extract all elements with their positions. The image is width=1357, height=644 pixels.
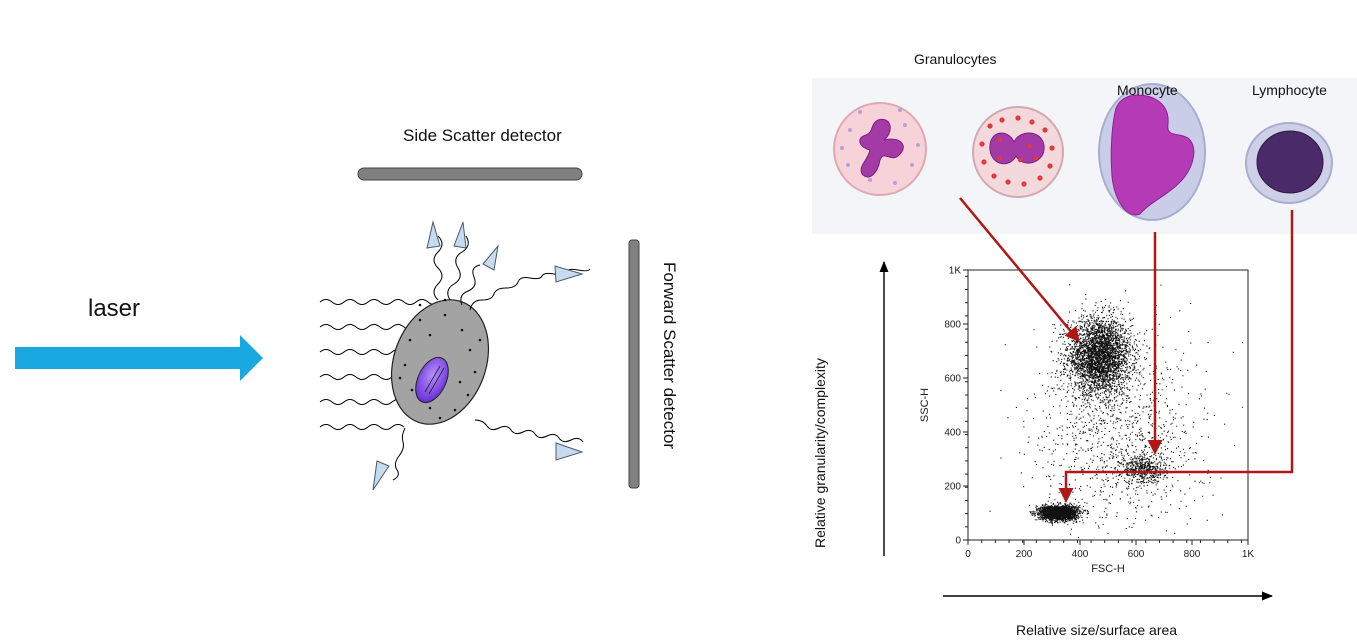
scatter-plot: 0 200 400 600 800 1K 0 200 400 600 800 1K FSC-H SSC… <box>919 266 1254 576</box>
y-axis-title: SSC-H <box>919 388 931 422</box>
x-axis-title: FSC-H <box>1091 563 1125 575</box>
x-tick-label: 1K <box>1242 549 1255 560</box>
granulocyte-connector <box>959 197 1080 343</box>
scatter-points <box>989 284 1244 538</box>
y-tick-label: 400 <box>944 428 961 439</box>
y-tick-label: 600 <box>944 374 961 385</box>
scatter-cluster-granulocytes <box>1036 290 1157 437</box>
lymphocyte-cell-icon <box>1245 122 1333 204</box>
scattering-cell <box>390 298 490 425</box>
x-axis-label: Relative size/surface area <box>1016 622 1178 638</box>
x-tick-label: 400 <box>1072 549 1089 560</box>
population-connectors <box>959 197 1294 503</box>
y-tick-label: 1K <box>949 266 962 277</box>
laser-label: laser <box>88 295 141 322</box>
y-tick-label: 200 <box>944 482 961 493</box>
y-tick-label: 0 <box>955 536 961 547</box>
plot-frame <box>967 269 1249 541</box>
lymphocyte-label: Lymphocyte <box>1252 82 1327 98</box>
x-tick-label: 200 <box>1016 549 1033 560</box>
forward-scatter-detector <box>628 239 640 489</box>
eosinophil-cell-icon <box>972 106 1064 198</box>
x-tick-label: 800 <box>1184 549 1201 560</box>
granulocytes-label: Granulocytes <box>914 51 997 67</box>
side-scatter-detector <box>357 167 583 181</box>
lymphocyte-connector <box>1058 210 1294 503</box>
x-tick-label: 600 <box>1128 549 1145 560</box>
scatter-ray-arrowheads <box>372 220 584 491</box>
monocyte-cell-icon <box>1098 83 1206 221</box>
x-tick-label: 0 <box>965 549 971 560</box>
side-scatter-label: Side Scatter detector <box>403 126 562 145</box>
y-axis-label: Relative granularity/complexity <box>812 358 828 548</box>
monocyte-label: Monocyte <box>1117 82 1178 98</box>
laser-arrow <box>15 335 263 381</box>
scatter-cluster-lymphocyte <box>1029 499 1090 526</box>
y-tick-label: 800 <box>944 320 961 331</box>
forward-scatter-label: Forward Scatter detector <box>660 262 679 450</box>
axis-ticks: 0 200 400 600 800 1K 0 200 400 600 800 1K <box>944 266 1254 561</box>
neutrophil-cell-icon <box>833 102 927 196</box>
